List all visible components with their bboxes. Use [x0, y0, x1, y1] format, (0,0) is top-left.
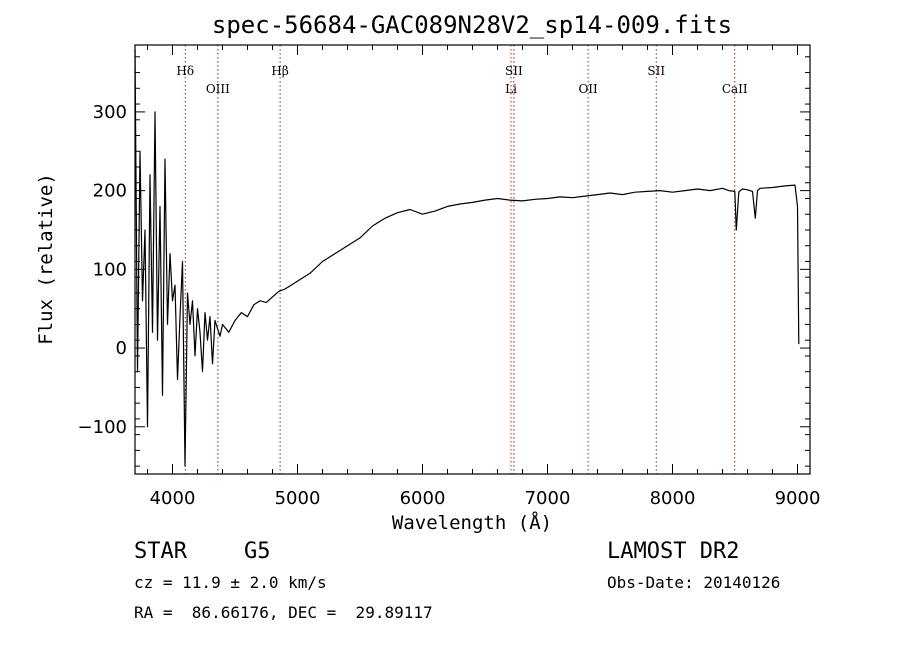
spectrum-series [134, 48, 800, 467]
spectral-line-markers: Hδ OIII Hβ Li SII OII SII CaII [176, 45, 748, 474]
chart-title: spec-56684-GAC089N28V2_sp14-009.fits [212, 11, 732, 39]
axes: 4000 5000 6000 7000 8000 9000 −100 0 100 200 300 [78, 45, 821, 509]
spectral-line-label: Hδ [176, 64, 194, 78]
y-tick-label: 300 [93, 102, 127, 123]
plot-frame [134, 44, 811, 475]
x-tick-label: 6000 [400, 488, 446, 509]
spectral-line-label: SII [647, 64, 665, 78]
x-tick-label: 9000 [775, 488, 821, 509]
spectral-line-label: Hβ [271, 64, 288, 78]
sky-coordinates: RA = 86.66176, DEC = 29.89117 [134, 603, 433, 622]
x-tick-label: 5000 [275, 488, 321, 509]
y-tick-label: 200 [93, 181, 127, 202]
spectral-line-label: OIII [206, 82, 230, 96]
spectrum-line [134, 48, 800, 467]
object-subclass: G5 [244, 539, 271, 564]
object-class: STAR [134, 539, 187, 564]
y-tick-label: 0 [116, 338, 127, 359]
spectral-line-label: OII [578, 82, 598, 96]
x-tick-label: 8000 [650, 488, 696, 509]
observation-date: Obs-Date: 20140126 [607, 573, 781, 592]
survey-name: LAMOST DR2 [607, 539, 740, 564]
x-tick-label: 4000 [150, 488, 196, 509]
y-axis-label: Flux (relative) [35, 173, 57, 345]
spectral-line-label: SII [505, 64, 523, 78]
y-tick-label: 100 [93, 259, 127, 280]
x-tick-label: 7000 [525, 488, 571, 509]
redshift-velocity: cz = 11.9 ± 2.0 km/s [134, 573, 327, 592]
x-axis-label: Wavelength (Å) [392, 511, 552, 534]
spectral-line-label: CaII [722, 82, 748, 96]
y-tick-label: −100 [78, 417, 127, 438]
spectral-line-label: Li [505, 82, 517, 96]
